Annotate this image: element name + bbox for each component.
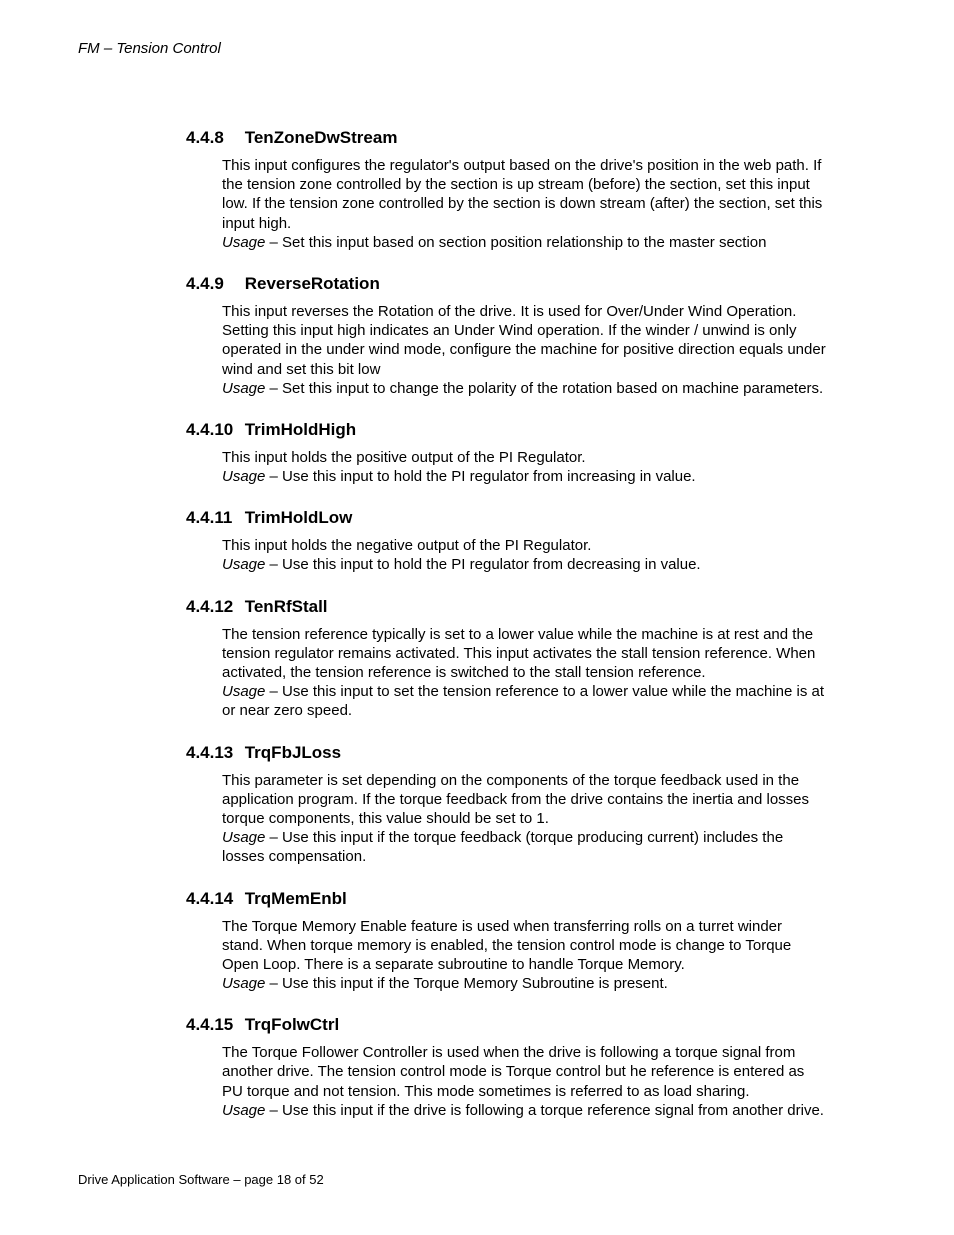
- section-4-4-11: 4.4.11 TrimHoldLow This input holds the …: [186, 508, 826, 574]
- section-description: This input reverses the Rotation of the …: [222, 303, 826, 378]
- section-title: ReverseRotation: [245, 274, 380, 293]
- usage-label: Usage: [222, 380, 265, 397]
- usage-text: – Use this input to hold the PI regulato…: [265, 556, 700, 573]
- section-number: 4.4.15: [186, 1015, 240, 1035]
- section-title: TrqMemEnbl: [245, 889, 347, 908]
- section-4-4-14: 4.4.14 TrqMemEnbl The Torque Memory Enab…: [186, 889, 826, 994]
- section-4-4-13: 4.4.13 TrqFbJLoss This parameter is set …: [186, 743, 826, 867]
- usage-label: Usage: [222, 468, 265, 485]
- section-heading: 4.4.8 TenZoneDwStream: [186, 128, 826, 148]
- usage-label: Usage: [222, 556, 265, 573]
- section-4-4-12: 4.4.12 TenRfStall The tension reference …: [186, 597, 826, 721]
- page-footer: Drive Application Software – page 18 of …: [78, 1172, 324, 1187]
- section-body: This input holds the positive output of …: [222, 448, 826, 486]
- section-heading: 4.4.14 TrqMemEnbl: [186, 889, 826, 909]
- section-title: TrqFolwCtrl: [245, 1015, 339, 1034]
- section-heading: 4.4.13 TrqFbJLoss: [186, 743, 826, 763]
- section-number: 4.4.11: [186, 508, 240, 528]
- section-number: 4.4.9: [186, 274, 240, 294]
- content-area: 4.4.8 TenZoneDwStream This input configu…: [186, 128, 826, 1142]
- section-title: TenRfStall: [245, 597, 328, 616]
- usage-label: Usage: [222, 975, 265, 992]
- document-page: FM – Tension Control 4.4.8 TenZoneDwStre…: [0, 0, 954, 1235]
- section-body: This parameter is set depending on the c…: [222, 771, 826, 867]
- section-heading: 4.4.12 TenRfStall: [186, 597, 826, 617]
- usage-label: Usage: [222, 1102, 265, 1119]
- usage-text: – Use this input if the torque feedback …: [222, 829, 783, 865]
- section-body: This input configures the regulator's ou…: [222, 156, 826, 252]
- usage-text: – Set this input based on section positi…: [265, 234, 766, 251]
- section-number: 4.4.14: [186, 889, 240, 909]
- section-description: This parameter is set depending on the c…: [222, 772, 809, 827]
- section-body: This input reverses the Rotation of the …: [222, 302, 826, 398]
- section-description: This input holds the positive output of …: [222, 449, 586, 466]
- section-4-4-10: 4.4.10 TrimHoldHigh This input holds the…: [186, 420, 826, 486]
- usage-label: Usage: [222, 234, 265, 251]
- usage-label: Usage: [222, 683, 265, 700]
- usage-text: – Use this input if the drive is followi…: [265, 1102, 824, 1119]
- section-heading: 4.4.10 TrimHoldHigh: [186, 420, 826, 440]
- section-description: The Torque Follower Controller is used w…: [222, 1044, 804, 1099]
- section-description: This input configures the regulator's ou…: [222, 157, 822, 232]
- section-4-4-8: 4.4.8 TenZoneDwStream This input configu…: [186, 128, 826, 252]
- section-body: The Torque Memory Enable feature is used…: [222, 917, 826, 994]
- running-header: FM – Tension Control: [78, 40, 221, 57]
- section-number: 4.4.13: [186, 743, 240, 763]
- section-number: 4.4.12: [186, 597, 240, 617]
- section-body: The Torque Follower Controller is used w…: [222, 1043, 826, 1120]
- section-description: The Torque Memory Enable feature is used…: [222, 918, 791, 973]
- section-heading: 4.4.9 ReverseRotation: [186, 274, 826, 294]
- usage-text: – Use this input if the Torque Memory Su…: [265, 975, 667, 992]
- section-title: TrimHoldHigh: [245, 420, 356, 439]
- section-4-4-15: 4.4.15 TrqFolwCtrl The Torque Follower C…: [186, 1015, 826, 1120]
- section-body: The tension reference typically is set t…: [222, 625, 826, 721]
- section-description: This input holds the negative output of …: [222, 537, 591, 554]
- section-title: TrimHoldLow: [245, 508, 353, 527]
- section-description: The tension reference typically is set t…: [222, 626, 815, 681]
- section-body: This input holds the negative output of …: [222, 536, 826, 574]
- usage-label: Usage: [222, 829, 265, 846]
- usage-text: – Set this input to change the polarity …: [265, 380, 823, 397]
- usage-text: – Use this input to hold the PI regulato…: [265, 468, 695, 485]
- section-number: 4.4.10: [186, 420, 240, 440]
- usage-text: – Use this input to set the tension refe…: [222, 683, 824, 719]
- section-heading: 4.4.11 TrimHoldLow: [186, 508, 826, 528]
- section-title: TrqFbJLoss: [245, 743, 341, 762]
- section-heading: 4.4.15 TrqFolwCtrl: [186, 1015, 826, 1035]
- section-title: TenZoneDwStream: [245, 128, 398, 147]
- section-number: 4.4.8: [186, 128, 240, 148]
- section-4-4-9: 4.4.9 ReverseRotation This input reverse…: [186, 274, 826, 398]
